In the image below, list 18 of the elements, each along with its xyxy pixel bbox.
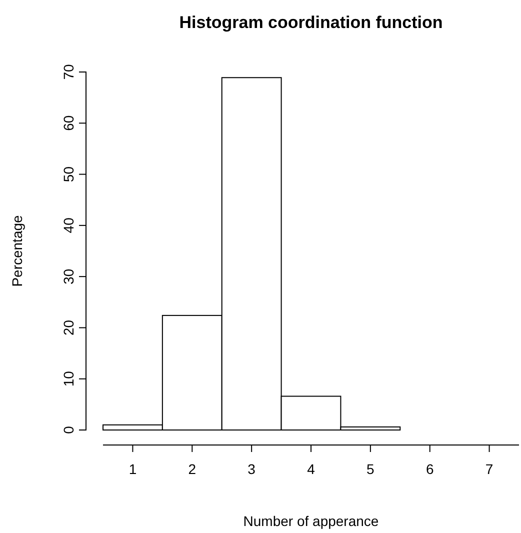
x-tick-label: 7 <box>485 460 494 477</box>
x-tick-label: 1 <box>128 460 137 477</box>
y-tick-label: 20 <box>60 320 76 336</box>
x-tick-label: 3 <box>248 460 256 477</box>
y-axis-title: Percentage <box>9 214 25 287</box>
y-tick-label: 70 <box>60 64 76 80</box>
y-tick-label: 30 <box>60 268 76 284</box>
chart-title: Histogram coordination function <box>179 13 443 32</box>
x-tick-label: 5 <box>366 460 375 477</box>
y-tick-label: 40 <box>60 217 76 234</box>
x-tick-label: 2 <box>188 460 196 477</box>
y-tick-label: 0 <box>60 426 76 434</box>
x-tick-label: 4 <box>307 460 316 477</box>
y-tick-label: 10 <box>60 370 76 387</box>
x-tick-label: 6 <box>426 460 434 477</box>
x-axis-title: Number of apperance <box>243 513 379 529</box>
y-tick-label: 50 <box>60 166 76 182</box>
y-tick-label: 60 <box>60 115 76 131</box>
